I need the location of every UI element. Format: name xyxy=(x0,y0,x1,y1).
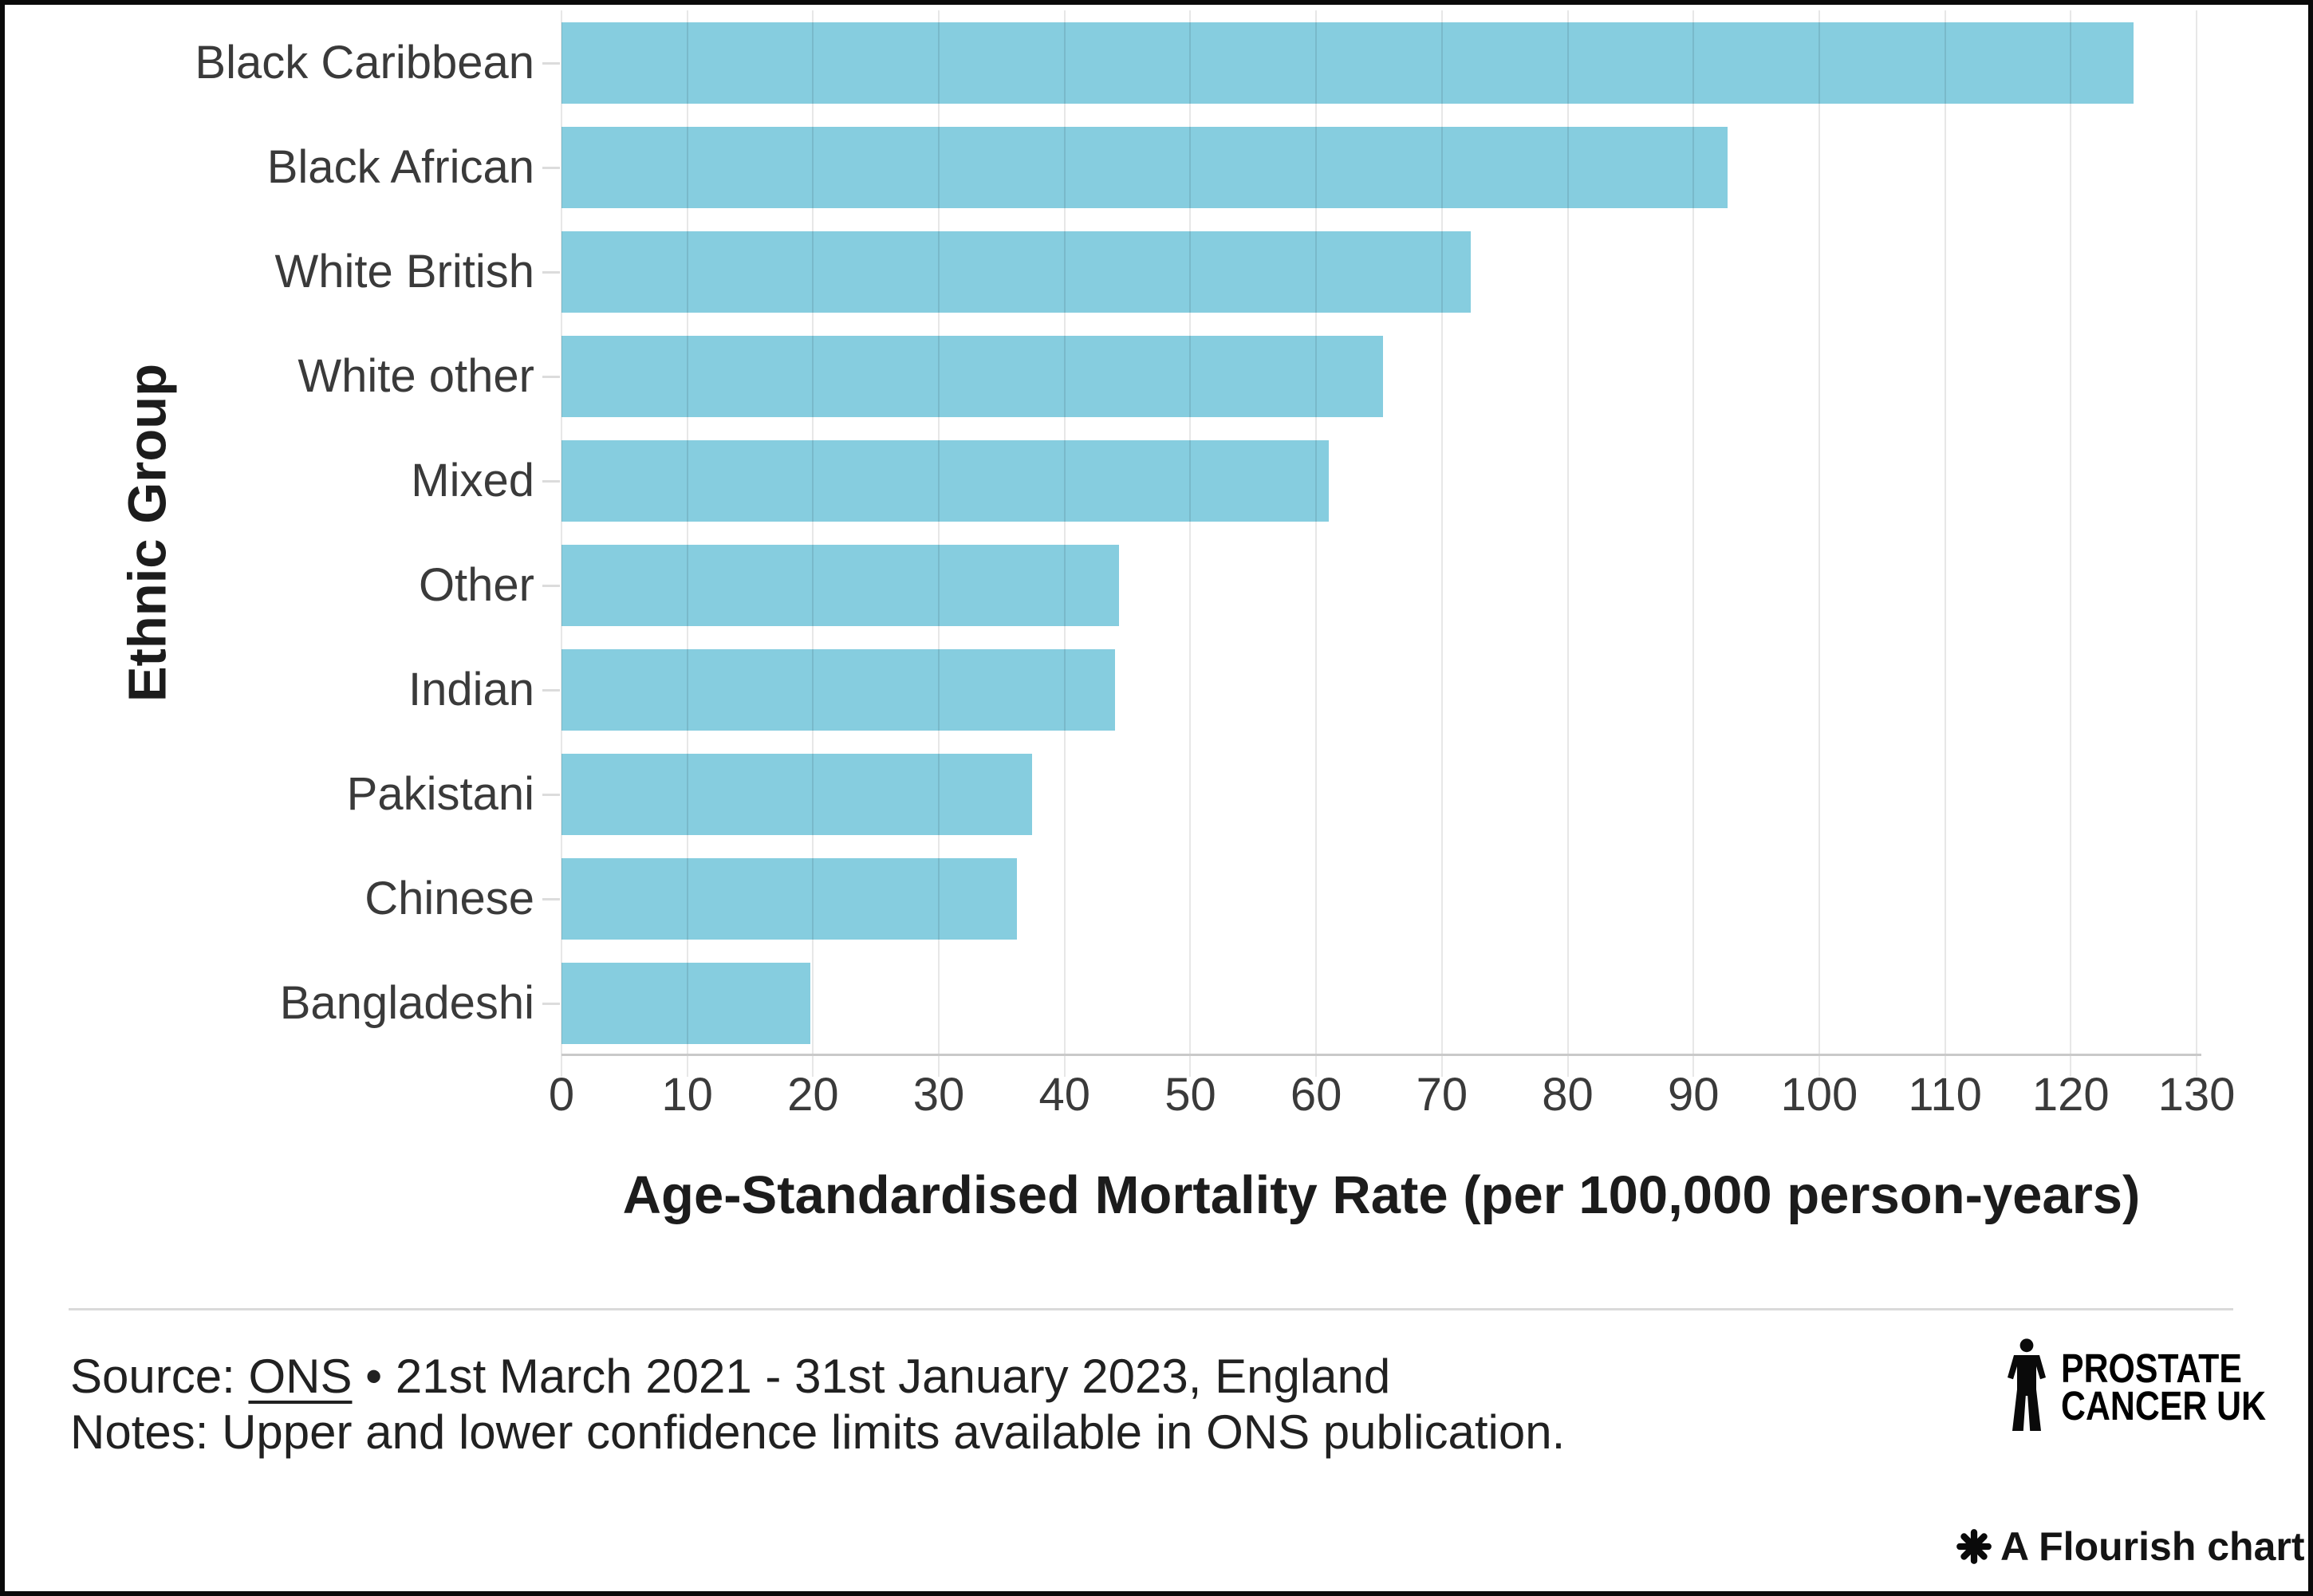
source-prefix: Source: xyxy=(70,1350,249,1403)
y-axis-tick xyxy=(542,794,560,796)
category-label: Black African xyxy=(266,141,534,193)
x-tick-label: 70 xyxy=(1416,1069,1468,1121)
gridline xyxy=(1818,10,1820,1077)
x-tick-label: 80 xyxy=(1542,1069,1594,1121)
category-label: Pakistani xyxy=(346,768,534,820)
gridline xyxy=(1566,10,1569,1077)
man-of-men-icon xyxy=(2004,1338,2050,1436)
source-line: Source: ONS • 21st March 2021 - 31st Jan… xyxy=(70,1353,1390,1401)
flourish-asterisk-icon xyxy=(1956,1528,1992,1565)
category-label: White other xyxy=(297,350,534,402)
y-axis-tick xyxy=(542,898,560,900)
category-label: Chinese xyxy=(364,873,534,924)
y-axis-tick xyxy=(542,376,560,378)
x-tick-label: 100 xyxy=(1780,1069,1858,1121)
bar-chinese[interactable] xyxy=(562,858,1017,940)
y-axis-tick xyxy=(542,271,560,274)
gridline xyxy=(1692,10,1695,1077)
y-axis-tick xyxy=(542,1003,560,1005)
gridline xyxy=(812,10,814,1077)
x-tick-label: 40 xyxy=(1038,1069,1091,1121)
gridline xyxy=(1315,10,1318,1077)
category-label: Mixed xyxy=(411,455,534,506)
gridline xyxy=(561,10,562,1077)
flourish-credit-label: A Flourish chart xyxy=(2000,1524,2305,1569)
bar-bangladeshi[interactable] xyxy=(562,963,810,1044)
y-axis-tick xyxy=(542,167,560,169)
x-tick-label: 10 xyxy=(661,1069,713,1121)
bar-black-african[interactable] xyxy=(562,127,1728,208)
y-axis-tick xyxy=(542,689,560,692)
notes-line: Notes: Upper and lower confidence limits… xyxy=(70,1405,1566,1459)
bar-mixed[interactable] xyxy=(562,440,1329,522)
footer-divider xyxy=(69,1308,2233,1310)
x-tick-label: 130 xyxy=(2157,1069,2236,1121)
category-label: Other xyxy=(418,559,534,611)
x-tick-label: 120 xyxy=(2031,1069,2110,1121)
y-axis-title: Ethnic Group xyxy=(117,363,178,703)
bar-white-british[interactable] xyxy=(562,231,1471,313)
bar-pakistani[interactable] xyxy=(562,754,1032,835)
x-tick-label: 90 xyxy=(1667,1069,1720,1121)
x-axis-line xyxy=(562,1054,2201,1056)
gridline xyxy=(1440,10,1443,1077)
y-axis-tick xyxy=(542,585,560,587)
gridline xyxy=(938,10,940,1077)
logo-line2: CANCER UK xyxy=(2061,1383,2267,1429)
x-tick-label: 50 xyxy=(1164,1069,1216,1121)
gridline xyxy=(1063,10,1066,1077)
logo-wordmark: PROSTATE CANCER UK xyxy=(2061,1345,2267,1429)
x-axis-title: Age-Standardised Mortality Rate (per 100… xyxy=(622,1165,2141,1225)
bar-indian[interactable] xyxy=(562,649,1115,731)
prostate-cancer-uk-logo: PROSTATE CANCER UK xyxy=(2004,1338,2305,1436)
category-label: Bangladeshi xyxy=(279,977,534,1029)
source-ons-link[interactable]: ONS xyxy=(248,1350,353,1403)
source-date-range: • 21st March 2021 - 31st January 2023, E… xyxy=(352,1350,1391,1403)
category-label: Black Caribbean xyxy=(195,37,534,89)
category-label: White British xyxy=(274,246,534,298)
category-label: Indian xyxy=(408,664,534,715)
y-axis-tick xyxy=(542,480,560,483)
bar-white-other[interactable] xyxy=(562,336,1383,417)
gridline xyxy=(1189,10,1192,1077)
x-tick-label: 20 xyxy=(787,1069,839,1121)
gridline xyxy=(2196,10,2197,1077)
flourish-credit[interactable]: A Flourish chart xyxy=(1956,1523,2305,1570)
x-tick-label: 30 xyxy=(912,1069,965,1121)
bar-black-caribbean[interactable] xyxy=(562,22,2134,104)
gridline xyxy=(2070,10,2072,1077)
x-tick-label: 60 xyxy=(1290,1069,1342,1121)
x-tick-label: 0 xyxy=(548,1069,575,1121)
gridline xyxy=(1944,10,1946,1077)
logo-line1: PROSTATE xyxy=(2061,1345,2242,1391)
x-tick-label: 110 xyxy=(1908,1069,1982,1121)
y-axis-tick xyxy=(542,62,560,65)
bar-other[interactable] xyxy=(562,545,1119,626)
gridline xyxy=(686,10,688,1077)
